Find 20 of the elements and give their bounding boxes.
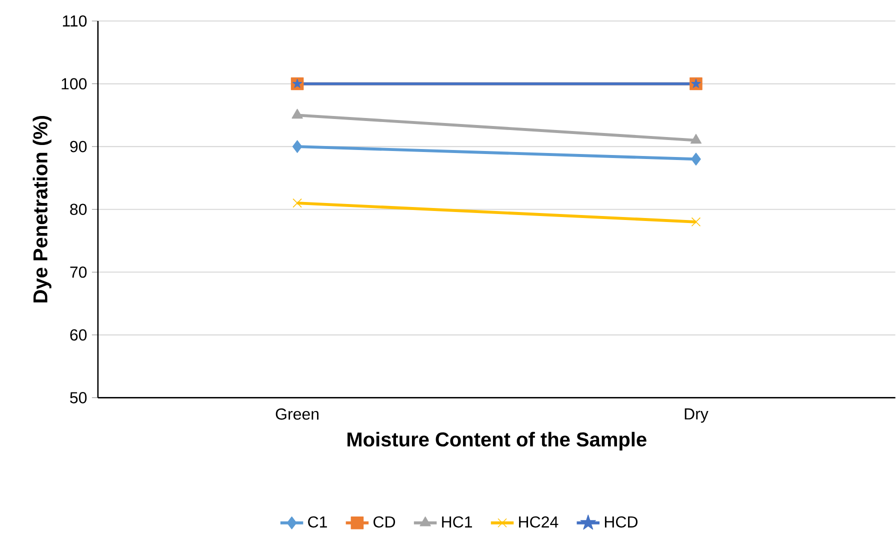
legend-label: HCD: [604, 516, 638, 528]
y-tick-label: 50: [70, 392, 87, 404]
y-axis-title: Dye Penetration (%): [32, 116, 52, 303]
y-tick-label: 70: [70, 266, 87, 278]
y-tick-label: 80: [70, 204, 87, 216]
legend-label: HC1: [442, 516, 472, 528]
x-axis-title: Moisture Content of the Sample: [348, 432, 646, 451]
y-tick-label: 60: [70, 329, 87, 341]
point: [292, 198, 302, 208]
legend-label: HC24: [519, 516, 558, 528]
point: [292, 140, 302, 154]
legend-label: C1: [308, 516, 327, 528]
y-tick-label: 90: [70, 141, 87, 152]
x-tick-label: Green: [276, 408, 318, 420]
point: [691, 152, 701, 166]
y-tick-label: 100: [62, 78, 87, 90]
x-tick-label: Dry: [684, 408, 708, 423]
point: [691, 217, 701, 227]
y-tick-label: 110: [62, 16, 87, 27]
legend-label: CD: [374, 516, 396, 528]
